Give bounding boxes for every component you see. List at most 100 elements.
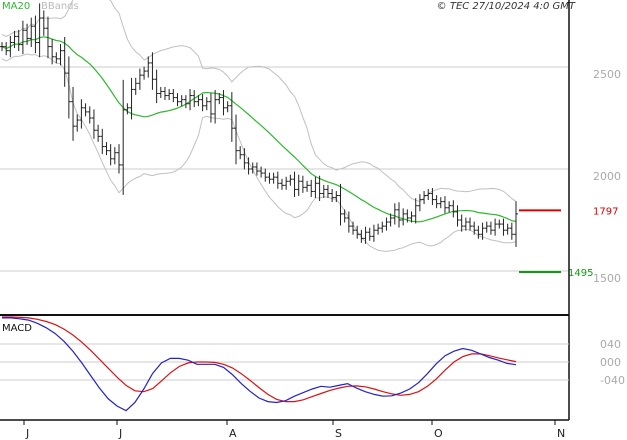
ohlc-bar [150, 52, 155, 90]
ohlc-bar [371, 224, 376, 242]
ohlc-bar [50, 39, 55, 65]
ohlc-bar [480, 222, 485, 240]
ohlc-bar [463, 217, 468, 231]
ohlc-bar [171, 89, 176, 103]
ohlc-bar [108, 144, 113, 166]
ohlc-bar [29, 17, 34, 48]
ohlc-bar [146, 56, 151, 78]
ohlc-bar [225, 101, 230, 113]
ohlc-bar [413, 198, 418, 224]
ohlc-bar [430, 187, 435, 206]
ohlc-bar [514, 201, 518, 247]
signal-polyline [2, 316, 517, 403]
ohlc-bar [376, 223, 381, 235]
ohlc-bar [401, 208, 406, 226]
ohlc-bar [434, 195, 439, 209]
ohlc-bar [158, 86, 163, 99]
ohlc-bar [175, 93, 180, 107]
ohlc-bar [271, 172, 276, 184]
ohlc-bar [321, 184, 326, 198]
ohlc-bar [367, 227, 372, 241]
ohlc-bar [396, 202, 401, 228]
ohlc-bar [45, 16, 50, 59]
ohlc-bar [83, 103, 88, 117]
ohlc-bar [33, 15, 38, 54]
macd-y-ticks: -040 000 040 [600, 338, 625, 387]
ohlc-bar [330, 188, 335, 203]
ohlc-bar [208, 93, 213, 123]
macd-title: MACD [2, 323, 32, 334]
ohlc-bar [62, 37, 67, 87]
ohlc-bar [493, 218, 498, 236]
ohlc-bar [309, 179, 314, 197]
ohlc-bar [250, 162, 255, 174]
ohlc-bar [188, 89, 193, 111]
ohlc-bar [259, 166, 264, 178]
legend-bbands: BBands [41, 1, 79, 12]
ohlc-bar [313, 176, 318, 198]
ma20-line [1, 36, 517, 223]
ohlc-bar [221, 90, 226, 116]
ohlc-bar [254, 162, 259, 176]
ohlc-bar [8, 35, 13, 58]
ohlc-bar [137, 68, 142, 90]
ohlc-bar [442, 196, 447, 214]
ohlc-bar [263, 168, 268, 182]
macd-y-tick-label: 000 [600, 356, 621, 369]
ohlc-bar [267, 172, 272, 184]
ohlc-bar [204, 97, 209, 111]
bollinger-lower-band [1, 53, 517, 252]
ohlc-bar [179, 95, 184, 107]
ohlc-bar [167, 89, 172, 101]
ohlc-bar [79, 99, 84, 129]
ohlc-bar [154, 69, 159, 104]
ohlc-bar [133, 77, 138, 95]
copyright-text: © TEC 27/10/2024 4:0 GMT [437, 1, 576, 12]
ohlc-bar [426, 188, 431, 201]
price-bars [0, 3, 518, 247]
ohlc-bar [71, 86, 76, 141]
macd-y-tick-label: -040 [600, 374, 625, 387]
ohlc-bar [196, 95, 201, 107]
ohlc-bar [422, 191, 427, 205]
ohlc-bar [75, 114, 80, 132]
ohlc-bar [468, 217, 473, 231]
ohlc-bar [238, 146, 243, 160]
price-y-tick-label: 2500 [593, 68, 621, 81]
ohlc-bar [279, 178, 284, 190]
ohlc-bar [351, 221, 356, 235]
bollinger-lower-line [1, 53, 517, 252]
ohlc-bar [41, 10, 46, 36]
ohlc-bar [229, 92, 234, 142]
ohlc-bar [91, 109, 96, 139]
ohlc-bar [129, 77, 134, 120]
ohlc-bar [96, 124, 101, 142]
ohlc-bar [292, 171, 297, 197]
ohlc-bar [459, 214, 464, 232]
bollinger-upper-band [1, 0, 517, 203]
x-tick-label: J [118, 427, 122, 440]
ohlc-bar [296, 174, 301, 196]
price-levels: 1797 1495 [519, 206, 618, 279]
ohlc-bar [37, 3, 42, 58]
ohlc-bar [505, 223, 510, 235]
ohlc-bar [12, 30, 17, 49]
ohlc-bar [117, 144, 122, 174]
price-y-ticks: 1500 2000 2500 [593, 68, 621, 285]
ohlc-bar [363, 226, 368, 244]
ohlc-bar [300, 175, 305, 193]
macd-signal-line [2, 316, 517, 403]
ohlc-bar [121, 79, 126, 195]
ohlc-bar [104, 142, 109, 156]
ohlc-bar [200, 94, 205, 112]
macd-polyline [2, 317, 517, 412]
macd-line [2, 317, 517, 412]
ohlc-bar [451, 200, 456, 218]
ohlc-bar [142, 66, 147, 80]
ohlc-bar [342, 209, 347, 223]
ohlc-bar [409, 211, 414, 223]
support-label: 1495 [568, 268, 593, 279]
ohlc-bar [417, 194, 422, 212]
legend-ma20: MA20 [2, 1, 30, 12]
